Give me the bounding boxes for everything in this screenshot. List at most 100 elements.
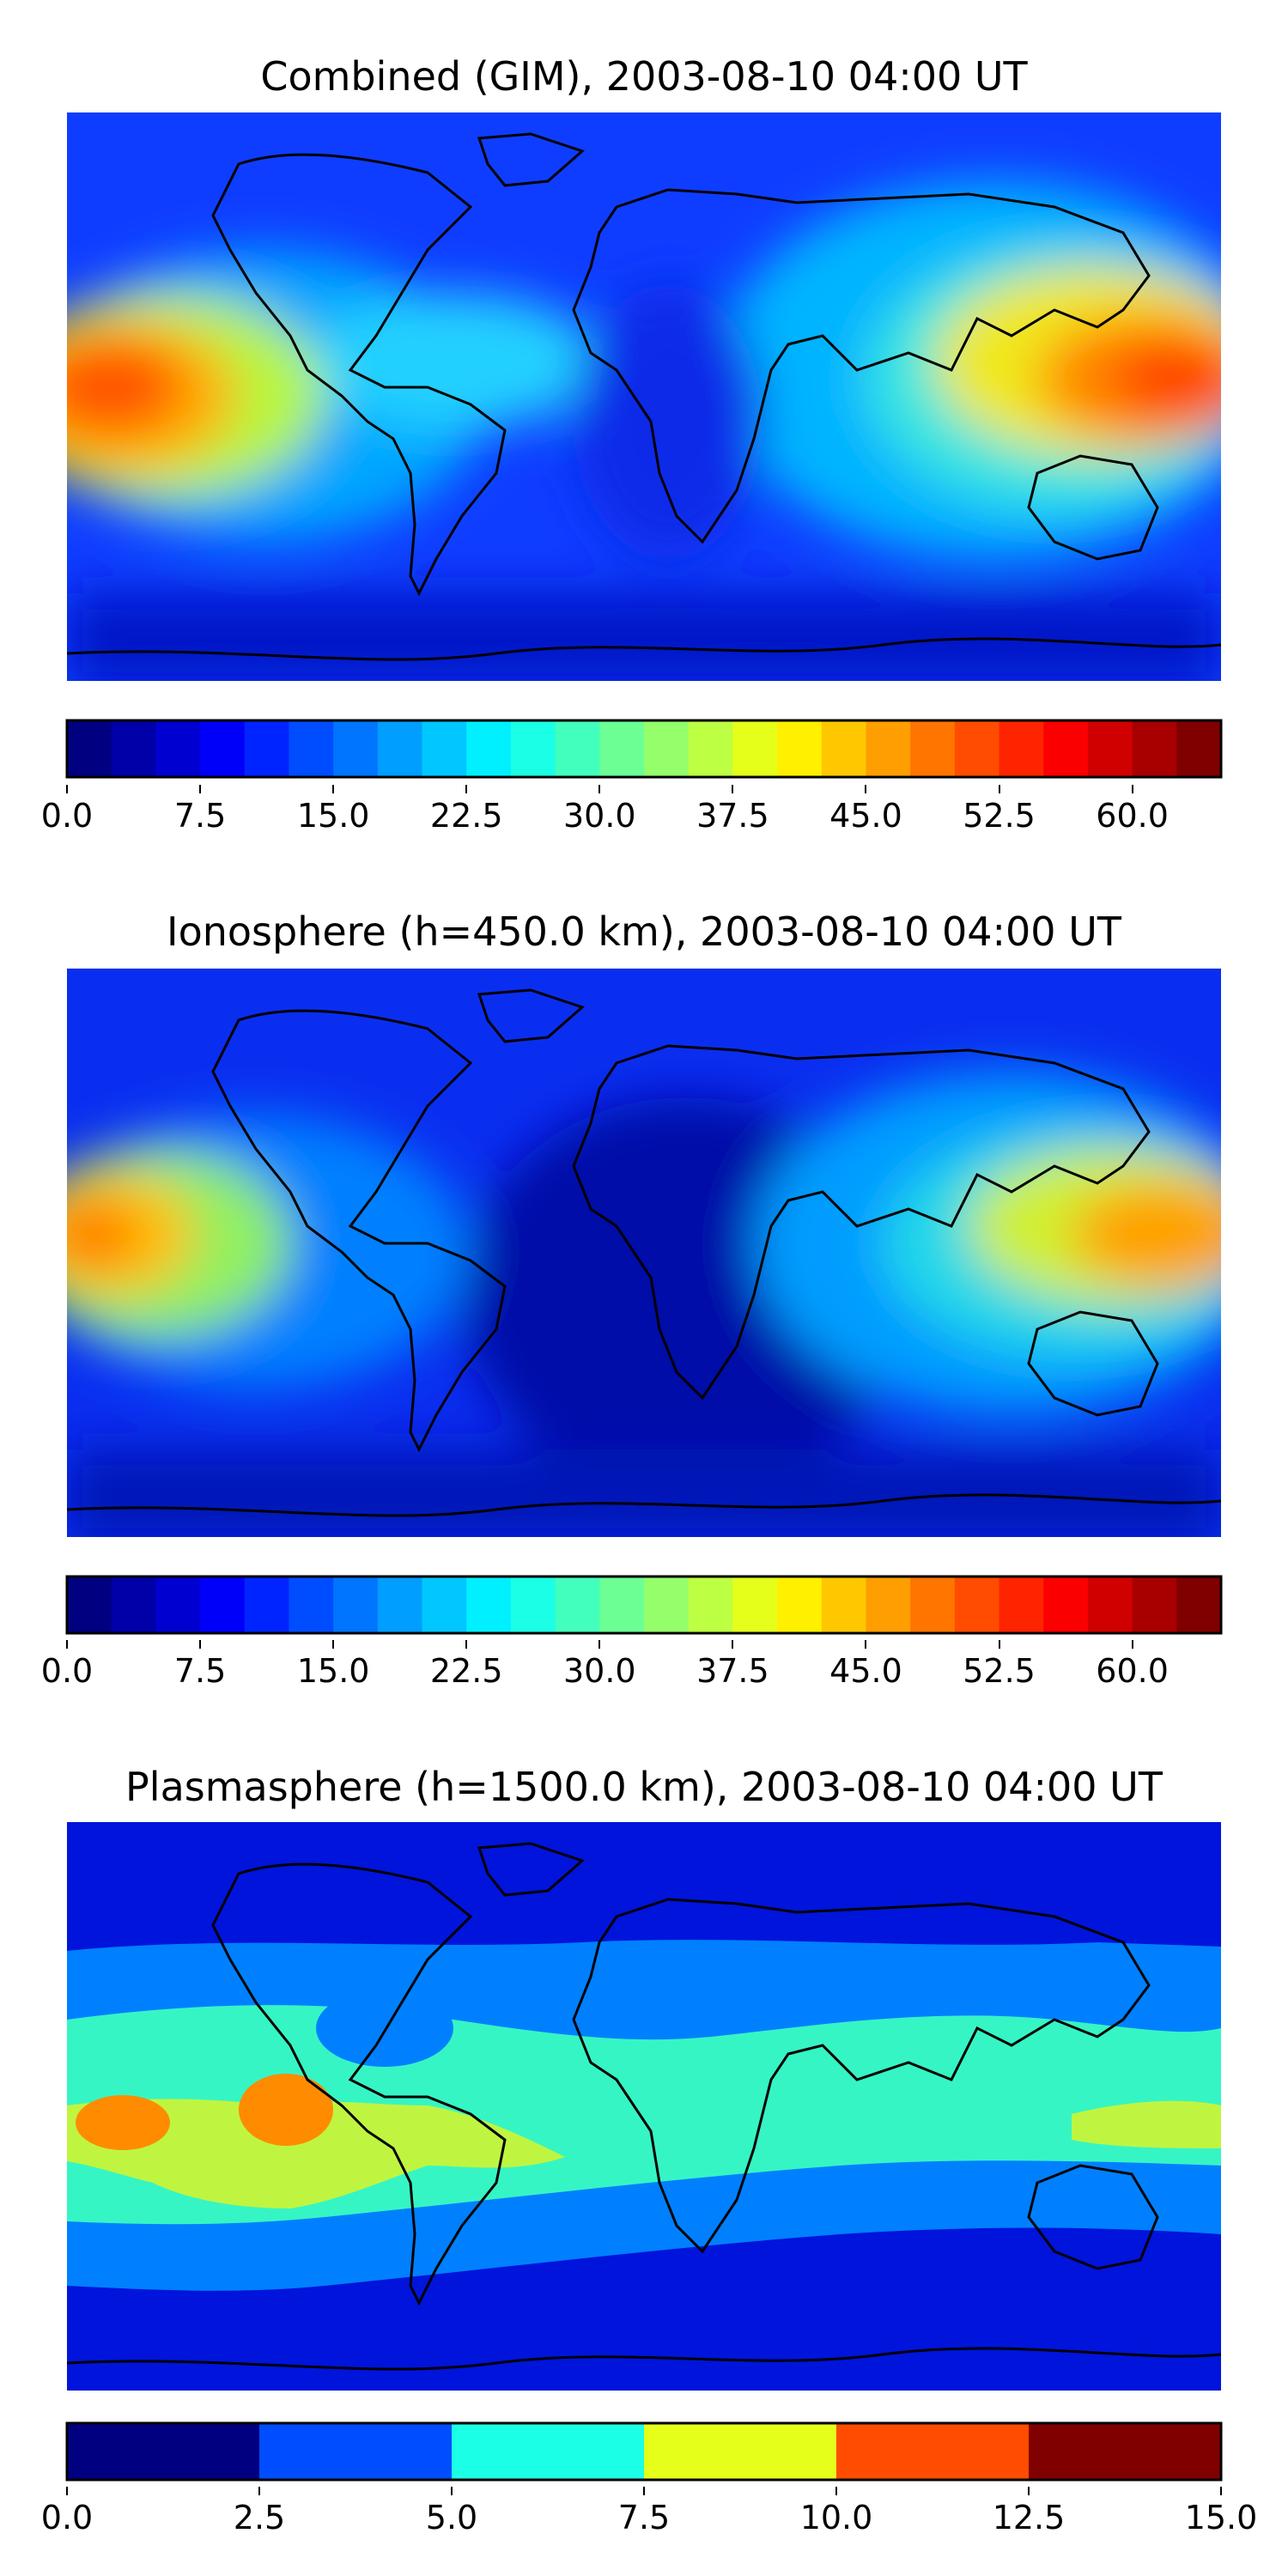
colorbar-tick-mark xyxy=(1028,2487,1030,2495)
colorbar-tick-label: 2.5 xyxy=(233,2499,286,2537)
colorbar-segment xyxy=(688,1577,733,1633)
colorbar-segment xyxy=(1132,1577,1177,1633)
colorbar-segment xyxy=(244,720,289,777)
colorbar-tick-label: 0.0 xyxy=(40,797,94,835)
colorbar-segment xyxy=(954,1577,1000,1633)
colorbar-tick-label: 10.0 xyxy=(799,2499,873,2537)
colorbar-segment xyxy=(289,720,334,777)
panel3-title: Plasmasphere (h=1500.0 km), 2003-08-10 0… xyxy=(125,1764,1163,1810)
panel1-title: Combined (GIM), 2003-08-10 04:00 UT xyxy=(260,53,1028,100)
colorbar-segment xyxy=(688,720,733,777)
panel2-colorbar-ticks: 0.0 7.5 15.0 22.5 30.0 37.5 45.0 52.5 60.0 xyxy=(41,1640,1221,1695)
panel1-colorbar xyxy=(65,719,1223,779)
colorbar-segment xyxy=(1043,720,1089,777)
panel2-colorbar-svg xyxy=(65,1575,1223,1635)
colorbar-segment xyxy=(510,1577,556,1633)
colorbar-tick-label: 12.5 xyxy=(992,2499,1066,2537)
colorbar-tick-label: 5.0 xyxy=(425,2499,478,2537)
panel3-colorbar-ticks: 0.0 2.5 5.0 7.5 10.0 12.5 15.0 xyxy=(41,2487,1257,2542)
colorbar-segment xyxy=(1043,1577,1089,1633)
colorbar-segment xyxy=(155,1577,201,1633)
colorbar-tick-label: 22.5 xyxy=(429,1652,503,1690)
colorbar-tick-mark xyxy=(643,2487,645,2495)
colorbar-tick-mark xyxy=(1220,2487,1222,2495)
colorbar-segment xyxy=(67,720,112,777)
colorbar-segment xyxy=(732,720,778,777)
colorbar-segment xyxy=(200,720,246,777)
colorbar-tick-mark xyxy=(598,1640,601,1649)
colorbar-segment xyxy=(200,1577,246,1633)
colorbar-segment xyxy=(1132,720,1177,777)
colorbar-segment xyxy=(999,1577,1044,1633)
colorbar-tick-label: 60.0 xyxy=(1096,1652,1169,1690)
colorbar-segment xyxy=(910,720,956,777)
colorbar-tick-mark xyxy=(199,1640,202,1649)
colorbar-segment xyxy=(1029,2423,1222,2480)
colorbar-segment xyxy=(821,1577,866,1633)
colorbar-segment xyxy=(954,720,1000,777)
colorbar-tick-mark xyxy=(998,785,1000,793)
colorbar-segment xyxy=(777,1577,823,1633)
colorbar-tick-mark xyxy=(1131,785,1133,793)
colorbar-tick-mark xyxy=(66,1640,68,1649)
colorbar-segment xyxy=(910,1577,956,1633)
panel2-title: Ionosphere (h=450.0 km), 2003-08-10 04:0… xyxy=(167,908,1121,955)
colorbar-segment xyxy=(644,2423,837,2480)
colorbar-segment xyxy=(333,1577,379,1633)
panel3-colorbar xyxy=(65,2421,1223,2482)
colorbar-tick-label: 7.5 xyxy=(173,797,227,835)
colorbar-tick-mark xyxy=(199,785,202,793)
colorbar-segment xyxy=(244,1577,289,1633)
colorbar-segment xyxy=(644,720,690,777)
colorbar-tick-label: 37.5 xyxy=(696,797,769,835)
colorbar-segment xyxy=(999,720,1044,777)
colorbar-segment xyxy=(422,1577,467,1633)
colorbar-segment xyxy=(155,720,201,777)
colorbar-tick-mark xyxy=(258,2487,260,2495)
colorbar-segment xyxy=(377,1577,423,1633)
colorbar-tick-mark xyxy=(66,785,68,793)
colorbar-segment xyxy=(1176,720,1222,777)
colorbar-tick-label: 45.0 xyxy=(829,797,902,835)
colorbar-segment xyxy=(644,1577,690,1633)
colorbar-tick-mark xyxy=(835,2487,837,2495)
colorbar-segment xyxy=(836,2423,1030,2480)
panel2-map xyxy=(67,969,1221,1537)
colorbar-segment xyxy=(377,720,423,777)
colorbar-segment xyxy=(777,720,823,777)
colorbar-segment xyxy=(289,1577,334,1633)
colorbar-segment xyxy=(111,720,156,777)
colorbar-tick-mark xyxy=(332,785,335,793)
colorbar-tick-label: 0.0 xyxy=(40,1652,94,1690)
colorbar-segment xyxy=(259,2423,453,2480)
colorbar-tick-label: 52.5 xyxy=(963,797,1036,835)
colorbar-tick-mark xyxy=(732,1640,734,1649)
panel3-colorbar-svg xyxy=(65,2421,1223,2482)
colorbar-tick-label: 15.0 xyxy=(296,797,370,835)
panel1-colorbar-svg xyxy=(65,719,1223,779)
colorbar-segment xyxy=(555,720,600,777)
colorbar-segment xyxy=(466,720,512,777)
colorbar-tick-label: 30.0 xyxy=(562,797,636,835)
colorbar-tick-label: 0.0 xyxy=(40,2499,94,2537)
colorbar-tick-mark xyxy=(732,785,734,793)
colorbar-tick-mark xyxy=(332,1640,335,1649)
colorbar-tick-mark xyxy=(451,2487,453,2495)
colorbar-tick-label: 60.0 xyxy=(1096,797,1169,835)
colorbar-segment xyxy=(67,2423,260,2480)
colorbar-tick-mark xyxy=(598,785,601,793)
colorbar-segment xyxy=(555,1577,600,1633)
colorbar-segment xyxy=(821,720,866,777)
colorbar-tick-label: 30.0 xyxy=(562,1652,636,1690)
colorbar-segment xyxy=(599,720,645,777)
colorbar-tick-mark xyxy=(865,1640,867,1649)
colorbar-tick-label: 22.5 xyxy=(429,797,503,835)
colorbar-tick-mark xyxy=(465,785,468,793)
panel1-colorbar-ticks: 0.0 7.5 15.0 22.5 30.0 37.5 45.0 52.5 60.0 xyxy=(41,785,1221,840)
colorbar-tick-label: 45.0 xyxy=(829,1652,902,1690)
colorbar-tick-label: 52.5 xyxy=(963,1652,1036,1690)
colorbar-tick-mark xyxy=(465,1640,468,1649)
colorbar-tick-label: 37.5 xyxy=(696,1652,769,1690)
colorbar-tick-label: 7.5 xyxy=(617,2499,671,2537)
colorbar-segment xyxy=(111,1577,156,1633)
